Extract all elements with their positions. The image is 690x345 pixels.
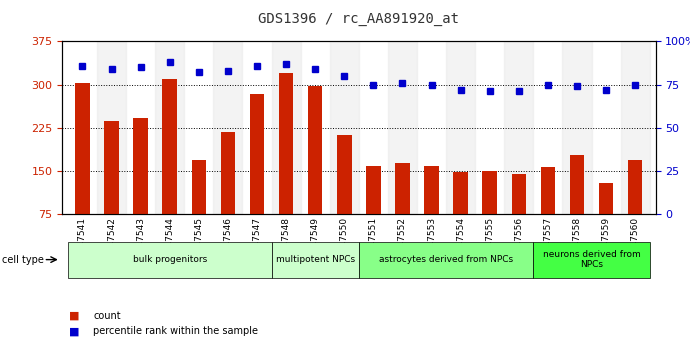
Bar — [272, 41, 301, 214]
Bar — [540, 167, 555, 257]
Text: count: count — [93, 311, 121, 321]
Bar — [395, 163, 410, 257]
Bar — [250, 94, 264, 257]
Bar — [97, 41, 126, 214]
Bar — [562, 41, 591, 214]
Bar — [599, 184, 613, 257]
Bar — [628, 160, 642, 257]
Bar — [192, 160, 206, 257]
Bar — [221, 132, 235, 257]
Bar — [424, 166, 439, 257]
Text: percentile rank within the sample: percentile rank within the sample — [93, 326, 258, 336]
Bar — [155, 41, 184, 214]
Bar — [366, 166, 381, 257]
Bar — [279, 73, 293, 257]
Bar — [162, 79, 177, 257]
Bar — [133, 118, 148, 257]
Bar — [570, 155, 584, 257]
Text: GDS1396 / rc_AA891920_at: GDS1396 / rc_AA891920_at — [258, 12, 460, 26]
Bar — [75, 83, 90, 257]
Bar — [453, 172, 468, 257]
Bar — [620, 41, 650, 214]
Text: ■: ■ — [69, 311, 79, 321]
Bar — [104, 121, 119, 257]
Text: multipotent NPCs: multipotent NPCs — [275, 255, 355, 264]
Text: cell type: cell type — [2, 255, 44, 265]
Bar — [482, 171, 497, 257]
Text: neurons derived from
NPCs: neurons derived from NPCs — [542, 250, 640, 269]
Text: bulk progenitors: bulk progenitors — [132, 255, 207, 264]
Text: astrocytes derived from NPCs: astrocytes derived from NPCs — [379, 255, 513, 264]
Bar — [511, 174, 526, 257]
Bar — [308, 86, 322, 257]
Bar — [330, 41, 359, 214]
Bar — [213, 41, 242, 214]
Bar — [504, 41, 533, 214]
Bar — [337, 135, 351, 257]
Bar — [446, 41, 475, 214]
Text: ■: ■ — [69, 326, 79, 336]
Bar — [388, 41, 417, 214]
